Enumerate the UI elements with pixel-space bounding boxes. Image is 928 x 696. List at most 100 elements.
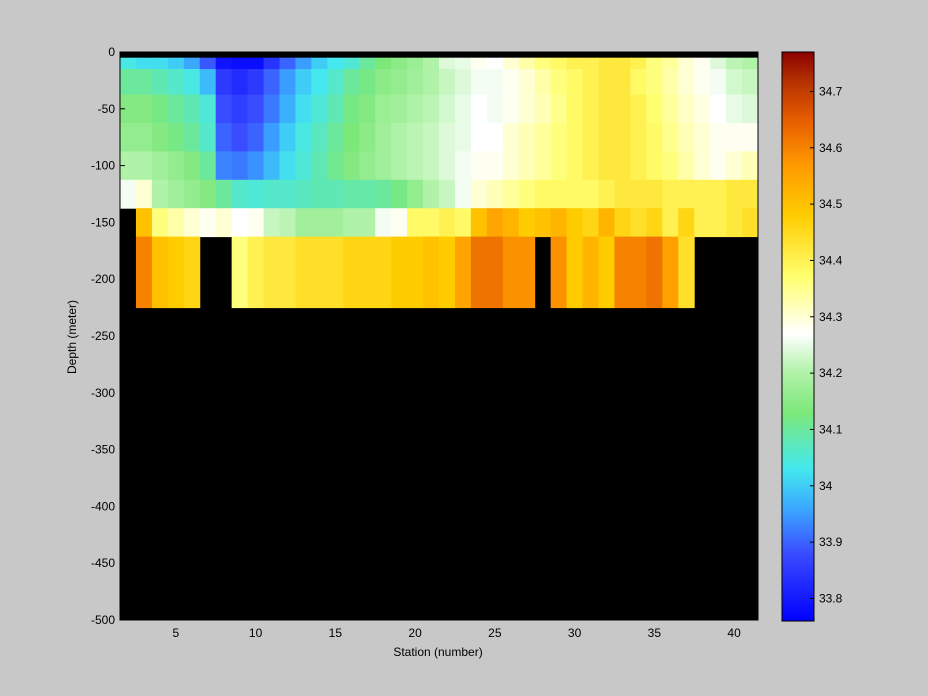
heatmap-cell <box>359 57 376 70</box>
heatmap-cell <box>343 179 360 209</box>
heatmap-cell <box>518 94 536 124</box>
heatmap-cell <box>407 265 424 309</box>
heatmap-cell <box>550 94 568 124</box>
heatmap-cell <box>135 208 153 238</box>
x-tick-label: 15 <box>329 626 343 640</box>
heatmap-cell <box>423 94 440 124</box>
x-axis-label: Station (number) <box>393 645 482 659</box>
heatmap-cell <box>582 236 599 266</box>
heatmap-cell <box>550 265 568 309</box>
heatmap-cell <box>375 179 392 209</box>
heatmap-cell <box>518 179 536 209</box>
heatmap-cell <box>518 151 536 181</box>
heatmap-cell <box>502 123 520 152</box>
heatmap-cell <box>550 236 568 266</box>
heatmap-cell <box>678 94 695 124</box>
heatmap-cell <box>614 69 631 96</box>
heatmap-cell <box>518 208 536 238</box>
heatmap-cell <box>598 151 615 181</box>
heatmap-cell <box>359 179 376 209</box>
heatmap-cell <box>151 208 169 238</box>
colorbar-tick-label: 34.6 <box>819 141 843 155</box>
heatmap-cell <box>327 94 344 124</box>
heatmap-cell <box>678 69 695 96</box>
heatmap-cell <box>231 265 249 309</box>
heatmap-cell <box>167 123 185 152</box>
heatmap-cell <box>742 123 759 152</box>
heatmap-cell <box>407 208 424 238</box>
heatmap-cell <box>423 208 440 238</box>
y-tick-label: -400 <box>91 499 115 513</box>
heatmap-cell <box>678 236 695 266</box>
heatmap-cell <box>486 69 504 96</box>
heatmap-cell <box>566 208 584 238</box>
heatmap-cell <box>247 69 265 96</box>
heatmap-cell <box>120 69 137 96</box>
colorbar-tick-label: 34.3 <box>819 310 843 324</box>
heatmap-cell <box>614 179 631 209</box>
heatmap-cell <box>391 236 408 266</box>
heatmap-cell <box>120 179 137 209</box>
heatmap-cell <box>391 179 408 209</box>
heatmap-cell <box>534 208 552 238</box>
heatmap-cell <box>215 208 233 238</box>
heatmap-cell <box>183 94 201 124</box>
heatmap-cell <box>439 69 456 96</box>
heatmap-cell <box>183 179 201 209</box>
colorbar-tick-label: 33.9 <box>819 535 843 549</box>
x-axis: 5 10 15 20 25 30 35 40 <box>172 615 741 640</box>
heatmap-cell <box>311 208 328 238</box>
heatmap-cell <box>582 57 599 70</box>
heatmap-cell <box>391 151 408 181</box>
x-tick-label: 5 <box>172 626 179 640</box>
heatmap-cell <box>279 236 296 266</box>
heatmap-cell <box>598 236 615 266</box>
heatmap-cell <box>646 69 663 96</box>
heatmap-cell <box>279 123 296 152</box>
heatmap-cell <box>694 179 711 209</box>
heatmap-cell <box>375 94 392 124</box>
heatmap-cell <box>391 265 408 309</box>
heatmap-cell <box>311 151 328 181</box>
heatmap-cell <box>454 151 472 181</box>
heatmap-cell <box>327 208 344 238</box>
heatmap-cell <box>231 69 249 96</box>
heatmap-cell <box>279 94 296 124</box>
y-tick-label: -150 <box>91 215 115 229</box>
heatmap-cell <box>135 94 153 124</box>
heatmap-cell <box>199 208 217 238</box>
heatmap-cell <box>135 236 153 266</box>
heatmap-cell <box>135 265 153 309</box>
heatmap-cell <box>311 69 328 96</box>
heatmap-cell <box>439 236 456 266</box>
heatmap-cell <box>167 265 185 309</box>
heatmap-cell <box>534 123 552 152</box>
heatmap-cell <box>614 123 631 152</box>
y-tick-label: -200 <box>91 272 115 286</box>
heatmap-cell <box>311 123 328 152</box>
heatmap-cell <box>120 57 137 70</box>
y-tick-label: -450 <box>91 556 115 570</box>
heatmap-cell <box>167 179 185 209</box>
y-axis: 0 -50 -100 -150 -200 -250 -300 -350 -400 -450 -500 <box>91 45 125 627</box>
heatmap-cell <box>678 208 695 238</box>
heatmap-cell <box>263 179 280 209</box>
heatmap-cell <box>279 208 296 238</box>
heatmap-cell <box>486 123 504 152</box>
heatmap-cell <box>247 57 265 70</box>
heatmap-cell <box>167 208 185 238</box>
heatmap-cell <box>135 123 153 152</box>
heatmap-cell <box>407 151 424 181</box>
heatmap-cell <box>423 57 440 70</box>
heatmap-cell <box>231 236 249 266</box>
heatmap-cell <box>726 94 743 124</box>
heatmap-cell <box>518 69 536 96</box>
heatmap-cell <box>311 57 328 70</box>
heatmap-cell <box>263 57 280 70</box>
heatmap-cell <box>710 69 727 96</box>
heatmap-cell <box>614 57 631 70</box>
heatmap-cells <box>120 57 759 309</box>
heatmap-cell <box>215 179 233 209</box>
heatmap-cell <box>135 69 153 96</box>
heatmap-cell <box>694 151 711 181</box>
